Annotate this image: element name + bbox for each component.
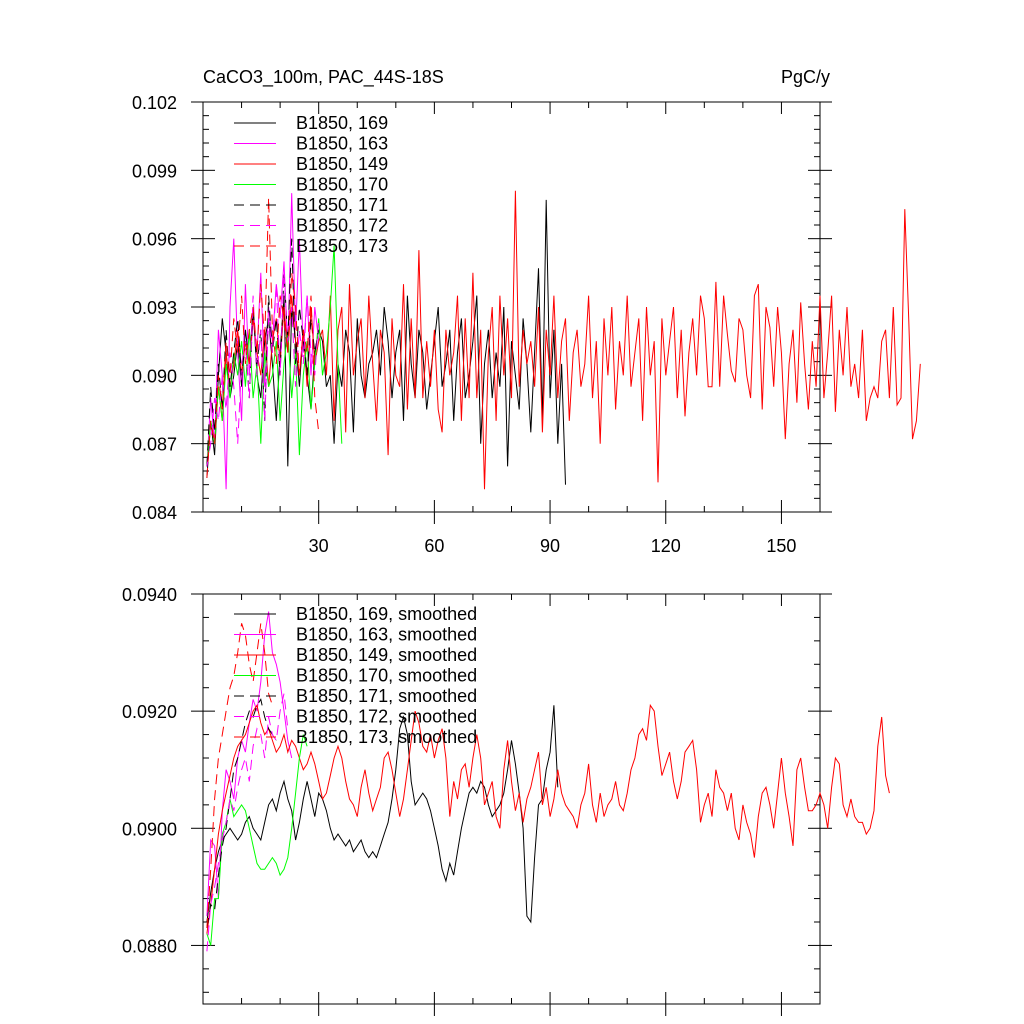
series-line-3 <box>206 190 921 490</box>
legend-label-5: B1850, 171 <box>296 195 388 215</box>
top-axes: 30 60 90 120 150 0.084 0.087 0.090 0.093 0.096 0.0… <box>132 93 832 556</box>
bottom-chart-panel: 0.0880 0.0900 0.0920 0.0940 B1850, 169, smo… <box>122 585 890 1016</box>
y-tick-label: 0.099 <box>132 161 177 181</box>
y-tick-label: 0.0920 <box>122 702 177 722</box>
x-tick-label: 30 <box>309 536 329 556</box>
y-tick-label: 0.0900 <box>122 819 177 839</box>
legend-label-5: B1850, 171, smoothed <box>296 686 477 706</box>
legend-label-7: B1850, 173, smoothed <box>296 727 477 747</box>
legend-label-2: B1850, 163 <box>296 134 388 154</box>
top-series <box>206 190 921 490</box>
legend-label-3: B1850, 149, smoothed <box>296 645 477 665</box>
legend-label-4: B1850, 170 <box>296 175 388 195</box>
y-tick-label: 0.102 <box>132 93 177 113</box>
legend-label-6: B1850, 172 <box>296 216 388 236</box>
series-line-3 <box>206 703 890 934</box>
series-line-1 <box>206 705 559 924</box>
y-tick-label: 0.087 <box>132 435 177 455</box>
series-line-6 <box>206 693 289 952</box>
legend-label-2: B1850, 163, smoothed <box>296 625 477 645</box>
series-line-6 <box>206 272 320 467</box>
top-chart-panel: CaCO3_100m, PAC_44S-18S PgC/y 30 60 90 120 1… <box>132 67 921 556</box>
bottom-axes: 0.0880 0.0900 0.0920 0.0940 <box>122 585 832 1016</box>
x-tick-label: 120 <box>651 536 681 556</box>
series-line-5 <box>206 698 277 928</box>
bottom-series <box>206 611 890 952</box>
y-tick-label: 0.0940 <box>122 585 177 605</box>
y-tick-label: 0.084 <box>132 503 177 523</box>
legend-label-7: B1850, 173 <box>296 236 388 256</box>
legend-label-4: B1850, 170, smoothed <box>296 666 477 686</box>
series-line-4 <box>206 734 308 946</box>
top-chart-title: CaCO3_100m, PAC_44S-18S <box>203 67 444 88</box>
series-line-2 <box>206 193 320 490</box>
series-line-7 <box>206 197 320 478</box>
y-tick-label: 0.093 <box>132 298 177 318</box>
series-line-1 <box>206 199 566 485</box>
x-tick-label: 60 <box>424 536 444 556</box>
y-tick-label: 0.0880 <box>122 936 177 956</box>
y-tick-label: 0.096 <box>132 230 177 250</box>
top-chart-units: PgC/y <box>781 67 830 87</box>
legend-label-1: B1850, 169, smoothed <box>296 604 477 624</box>
series-line-7 <box>206 623 273 928</box>
y-tick-label: 0.090 <box>132 366 177 386</box>
legend-label-1: B1850, 169 <box>296 113 388 133</box>
series-line-4 <box>206 245 343 467</box>
x-tick-label: 150 <box>766 536 796 556</box>
legend-label-3: B1850, 149 <box>296 154 388 174</box>
x-tick-label: 90 <box>540 536 560 556</box>
legend-label-6: B1850, 172, smoothed <box>296 707 477 727</box>
